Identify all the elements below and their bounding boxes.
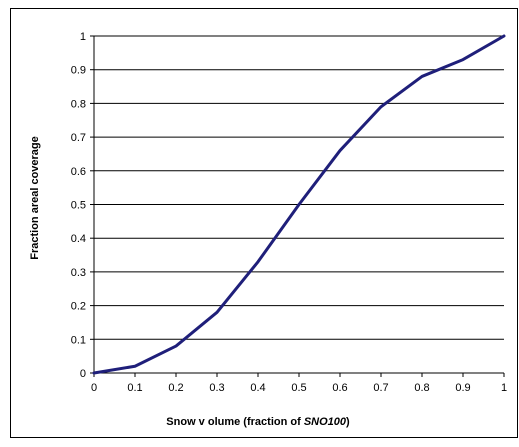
y-axis-title: Fraction areal coverage (29, 136, 41, 260)
x-tick-label: 0.1 (127, 382, 142, 394)
series-layer (92, 34, 506, 375)
y-tick-label: 0 (80, 368, 86, 380)
y-tick-label: 0.5 (71, 200, 86, 212)
y-tick-labels: 0 0.1 0.2 0.3 0.4 0.5 0.6 0.7 0.8 0.9 1 (71, 31, 86, 380)
y-tick-label: 0.6 (71, 166, 86, 178)
x-tick-labels: 0 0.1 0.2 0.3 0.4 0.5 0.6 0.7 0.8 0.9 1 (91, 382, 507, 394)
y-tick-label: 0.3 (71, 267, 86, 279)
y-tick-label: 0.7 (71, 132, 86, 144)
y-tick-label: 1 (80, 31, 86, 43)
series-line (92, 34, 506, 375)
y-tick-label: 0.2 (71, 301, 86, 313)
y-tick-label: 0.4 (71, 233, 86, 245)
x-tick-label: 0.8 (414, 382, 429, 394)
chart-frame (10, 8, 518, 438)
x-tick-label: 1 (501, 382, 507, 394)
x-tick-label: 0 (91, 382, 97, 394)
x-axis-title-part: Snow v olume (fraction of (166, 416, 304, 428)
y-tick-label: 0.8 (71, 98, 86, 110)
y-tick-label: 0.9 (71, 65, 86, 77)
x-axis-title: Snow v olume (fraction of SNO100) (166, 416, 350, 428)
x-tick-label: 0.5 (291, 382, 306, 394)
x-tick-label: 0.7 (373, 382, 388, 394)
gridlines (94, 35, 504, 340)
x-tick-label: 0.2 (168, 382, 183, 394)
x-tick-label: 0.6 (332, 382, 347, 394)
axes (90, 35, 505, 377)
x-tick-label: 0.4 (250, 382, 265, 394)
x-axis-title-part-end: ) (346, 416, 350, 428)
y-tick-label: 0.1 (71, 334, 86, 346)
x-tick-label: 0.3 (209, 382, 224, 394)
x-tick-label: 0.9 (455, 382, 470, 394)
x-axis-title-italic: SNO100 (304, 416, 347, 428)
